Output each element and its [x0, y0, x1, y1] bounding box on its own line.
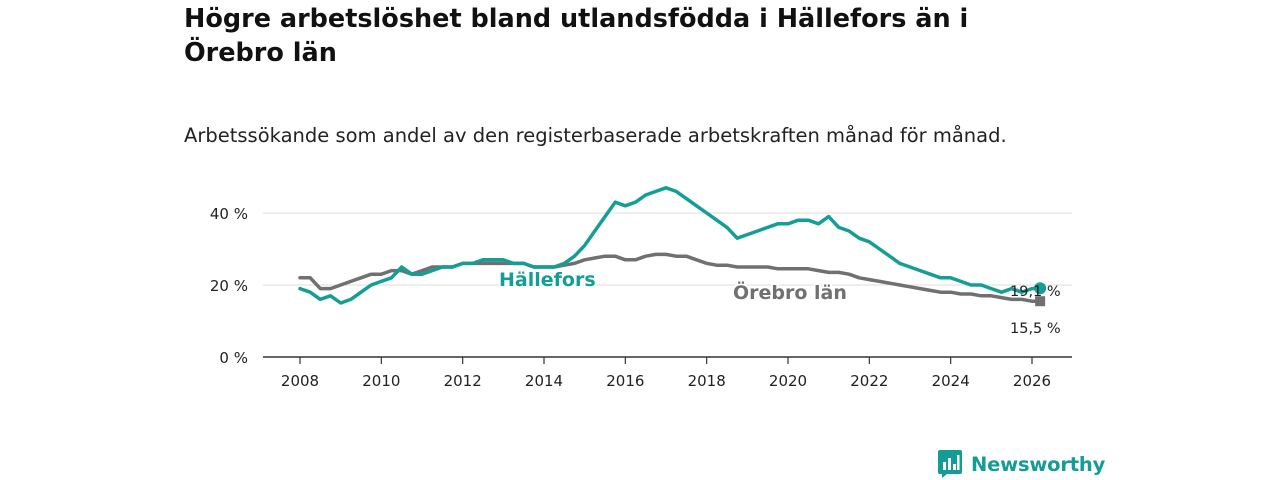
series-label-orebro-lan: Örebro län — [733, 280, 847, 304]
x-axis: 2008 2010 2012 2014 2016 2018 2020 2022 2024 2026 — [263, 356, 1072, 390]
newsworthy-logo: Newsworthy — [937, 449, 1105, 479]
y-tick-label: 20 % — [210, 277, 248, 295]
chart-subtitle: Arbetssökande som andel av den registerb… — [184, 124, 1007, 147]
gridlines — [263, 212, 1072, 286]
series-line-orebro-lan — [298, 252, 1042, 303]
bar-chart-icon — [938, 450, 962, 478]
x-tick-label: 2012 — [444, 372, 482, 390]
x-tick-label: 2024 — [932, 372, 970, 390]
x-tick-label: 2018 — [688, 372, 726, 390]
series-lines — [298, 186, 1042, 305]
x-tick-label: 2026 — [1013, 372, 1051, 390]
x-tick-label: 2022 — [850, 372, 888, 390]
series-line-hallefors — [298, 186, 1042, 305]
end-label-orebro-lan: 15,5 % — [1010, 321, 1061, 337]
x-tick-label: 2010 — [362, 372, 400, 390]
x-tick-label: 2008 — [281, 372, 319, 390]
x-tick-label: 2020 — [769, 372, 807, 390]
series-labels: 19,1 % 15,5 % Hällefors Örebro län — [497, 267, 1061, 337]
end-label-hallefors: 19,1 % — [1010, 284, 1061, 300]
y-axis-labels: 0 % 20 % 40 % — [210, 205, 248, 367]
end-marker-orebro-lan — [1035, 296, 1046, 307]
series-label-hallefors: Hällefors — [499, 269, 596, 291]
end-marker-hallefors — [1034, 282, 1047, 295]
y-tick-label: 40 % — [210, 205, 248, 223]
y-tick-label: 0 % — [219, 349, 248, 367]
chart-title: Högre arbetslöshet bland utlandsfödda i … — [184, 4, 969, 68]
x-tick-label: 2016 — [606, 372, 644, 390]
x-tick-label: 2014 — [525, 372, 563, 390]
brand-name: Newsworthy — [971, 452, 1106, 476]
